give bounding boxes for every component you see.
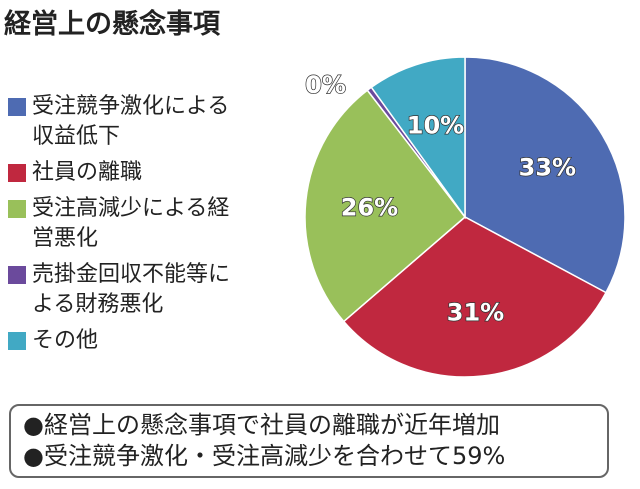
legend-swatch <box>8 200 26 218</box>
legend: 受注競争激化による 収益低下 社員の離職 受注高減少による経 営悪化 売掛金回収… <box>8 92 290 362</box>
pie-slice <box>370 56 466 220</box>
legend-item: その他 <box>8 326 290 356</box>
legend-item: 受注競争激化による 収益低下 <box>8 92 290 152</box>
legend-swatch <box>8 98 26 116</box>
data-label: 10% <box>407 112 464 140</box>
legend-label: その他 <box>32 328 99 353</box>
data-label: 31% <box>447 298 504 326</box>
legend-item: 受注高減少による経 営悪化 <box>8 194 290 254</box>
summary-line: ●経営上の懸念事項で社員の離職が近年増加 <box>23 411 500 439</box>
legend-label: 社員の離職 <box>32 160 143 185</box>
summary-line: ●受注競争激化・受注高減少を合わせて59% <box>23 442 506 470</box>
legend-swatch <box>8 266 26 284</box>
data-label: 0% <box>305 71 346 99</box>
legend-label: 受注高減少による経 営悪化 <box>32 196 230 251</box>
data-label: 33% <box>519 154 576 182</box>
summary-box: ●経営上の懸念事項で社員の離職が近年増加 ●受注競争激化・受注高減少を合わせて5… <box>9 404 609 478</box>
chart-title: 経営上の懸念事項 <box>4 9 220 40</box>
legend-label: 売掛金回収不能等に よる財務悪化 <box>32 262 231 317</box>
pie-slice <box>464 56 626 294</box>
pie-slice <box>304 89 467 323</box>
legend-label: 受注競争激化による 収益低下 <box>32 94 230 149</box>
pie-chart: 33% 31% 26% 0% 10% <box>304 56 626 378</box>
legend-swatch <box>8 164 26 182</box>
pie-slice <box>342 216 608 378</box>
legend-item: 売掛金回収不能等に よる財務悪化 <box>8 260 290 320</box>
data-label: 26% <box>341 193 398 221</box>
legend-swatch <box>8 332 26 350</box>
legend-item: 社員の離職 <box>8 158 290 188</box>
